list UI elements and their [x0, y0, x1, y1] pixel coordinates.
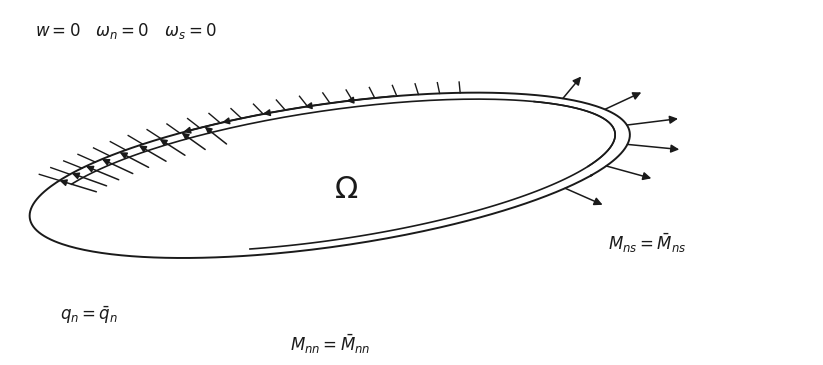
Text: $M_{ns} = \bar{M}_{ns}$: $M_{ns} = \bar{M}_{ns}$ [607, 232, 686, 256]
Text: $w=0 \quad \omega_n=0 \quad \omega_s=0$: $w=0 \quad \omega_n=0 \quad \omega_s=0$ [35, 21, 217, 41]
Text: $q_n = \bar{q}_n$: $q_n = \bar{q}_n$ [60, 305, 119, 326]
Text: $M_{nn} = \bar{M}_{nn}$: $M_{nn} = \bar{M}_{nn}$ [290, 333, 370, 356]
Text: $\Omega$: $\Omega$ [334, 174, 358, 205]
